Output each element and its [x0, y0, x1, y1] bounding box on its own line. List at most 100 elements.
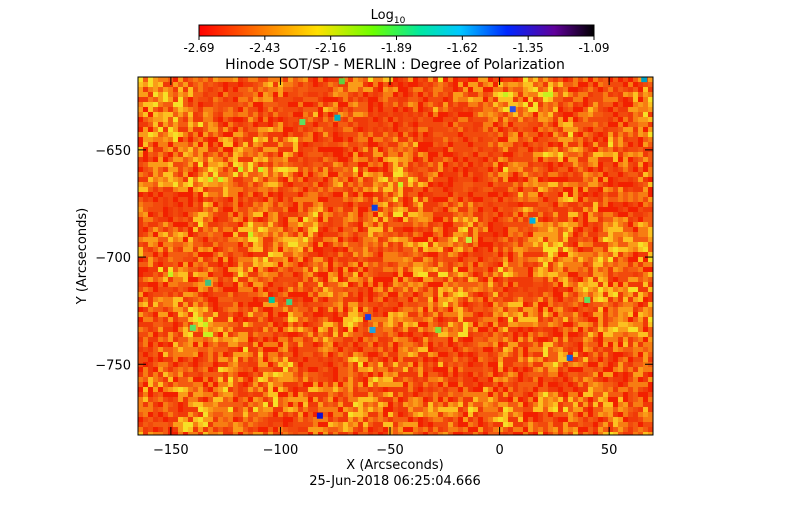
heatmap-cell	[353, 272, 358, 277]
heatmap-cell	[638, 222, 643, 227]
heatmap-cell	[418, 277, 423, 282]
heatmap-cell	[408, 327, 413, 332]
heatmap-cell	[248, 87, 253, 92]
heatmap-cell	[403, 287, 408, 292]
heatmap-cell	[473, 252, 478, 257]
heatmap-cell	[333, 127, 338, 132]
heatmap-cell	[143, 277, 148, 282]
heatmap-cell	[143, 312, 148, 317]
heatmap-cell	[488, 277, 493, 282]
heatmap-cell	[143, 227, 148, 232]
heatmap-cell	[593, 107, 598, 112]
heatmap-cell	[648, 337, 653, 342]
heatmap-cell	[518, 337, 523, 342]
heatmap-cell	[163, 237, 168, 242]
heatmap-cell	[203, 242, 208, 247]
heatmap-cell	[548, 97, 553, 102]
heatmap-cell	[318, 187, 323, 192]
heatmap-cell	[313, 327, 318, 332]
heatmap-cell	[273, 167, 278, 172]
heatmap-cell	[358, 232, 363, 237]
heatmap-cell	[403, 82, 408, 87]
heatmap-cell	[593, 127, 598, 132]
heatmap-cell	[353, 292, 358, 297]
heatmap-cell	[338, 122, 343, 127]
heatmap-cell	[403, 227, 408, 232]
heatmap-cell	[603, 227, 608, 232]
heatmap-cell	[613, 137, 618, 142]
heatmap-cell	[488, 257, 493, 262]
heatmap-cell	[393, 222, 398, 227]
heatmap-cell	[258, 302, 263, 307]
heatmap-cell	[648, 197, 653, 202]
heatmap-cell	[443, 147, 448, 152]
heatmap-cell	[193, 157, 198, 162]
heatmap-cell	[318, 252, 323, 257]
heatmap-cell	[578, 257, 583, 262]
heatmap-cell	[373, 87, 378, 92]
heatmap-cell	[208, 232, 213, 237]
heatmap-cell	[163, 162, 168, 167]
heatmap-cell	[263, 167, 268, 172]
heatmap-cell	[183, 277, 188, 282]
heatmap-cell	[383, 267, 388, 272]
heatmap-cell	[163, 132, 168, 137]
heatmap-cell	[553, 252, 558, 257]
heatmap-cell	[323, 342, 328, 347]
heatmap-cell	[423, 287, 428, 292]
heatmap-cell	[458, 102, 463, 107]
heatmap-cell	[193, 332, 198, 337]
heatmap-cell	[253, 297, 258, 302]
heatmap-cell	[453, 352, 458, 357]
heatmap-cell	[593, 102, 598, 107]
heatmap-cell	[633, 267, 638, 272]
heatmap-cell	[158, 252, 163, 257]
heatmap-cell	[613, 107, 618, 112]
heatmap-cell	[618, 337, 623, 342]
heatmap-cell	[523, 102, 528, 107]
heatmap-cell	[243, 287, 248, 292]
heatmap-cell	[418, 262, 423, 267]
heatmap-cell	[423, 107, 428, 112]
heatmap-cell	[408, 227, 413, 232]
heatmap-cell	[313, 182, 318, 187]
heatmap-cell	[328, 267, 333, 272]
heatmap-cell	[273, 307, 278, 312]
heatmap-cell	[348, 147, 353, 152]
heatmap-cell	[258, 247, 263, 252]
heatmap-cell	[178, 87, 183, 92]
heatmap-cell	[548, 187, 553, 192]
heatmap-cell	[178, 302, 183, 307]
heatmap-cell	[483, 267, 488, 272]
heatmap-cell	[253, 147, 258, 152]
heatmap-cell	[428, 157, 433, 162]
heatmap-cell	[418, 112, 423, 117]
heatmap-cell	[318, 257, 323, 262]
heatmap-cell	[523, 162, 528, 167]
heatmap-cell	[558, 162, 563, 167]
heatmap-cell	[218, 322, 223, 327]
heatmap-cell	[233, 292, 238, 297]
heatmap-cell	[358, 252, 363, 257]
heatmap-cell	[363, 347, 368, 352]
heatmap-cell	[443, 262, 448, 267]
heatmap-cell	[378, 107, 383, 112]
heatmap-cell	[478, 202, 483, 207]
heatmap-cell	[648, 132, 653, 137]
heatmap-cell	[138, 197, 143, 202]
heatmap-cell	[328, 112, 333, 117]
heatmap-cell	[393, 162, 398, 167]
heatmap-cell	[203, 322, 208, 327]
heatmap-cell	[143, 262, 148, 267]
heatmap-cell	[178, 287, 183, 292]
heatmap-cell	[363, 112, 368, 117]
heatmap-cell	[203, 137, 208, 142]
heatmap-cell	[583, 127, 588, 132]
heatmap-cell	[643, 117, 648, 122]
heatmap-cell	[448, 292, 453, 297]
heatmap-cell	[418, 212, 423, 217]
heatmap-cell	[623, 142, 628, 147]
heatmap-cell	[613, 152, 618, 157]
heatmap-cell	[168, 332, 173, 337]
